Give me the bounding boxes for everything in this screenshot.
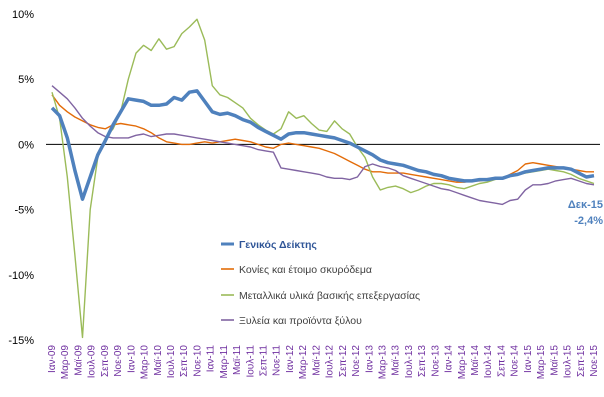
x-tick-label: Μαϊ-14 [470,345,481,376]
x-tick-label: Μαϊ-11 [232,345,243,375]
annotation-value: -2,4% [574,215,603,227]
x-tick-label: Μαϊ-15 [549,345,560,376]
x-tick-label: Σεπ-09 [100,345,111,377]
x-tick-label: Μαρ-09 [60,345,71,380]
series-line [51,85,595,206]
x-tick-label: Σεπ-15 [576,345,587,377]
x-tick-label: Σεπ-12 [338,345,349,377]
y-tick-label: -15% [8,335,34,347]
legend-label: Γενικός Δείκτης [239,239,317,251]
y-tick-label: -10% [8,270,34,282]
y-tick-label: 5% [18,74,34,86]
x-tick-label: Ιαν-11 [206,345,217,373]
legend-label: Ξυλεία και προϊόντα ξύλου [239,315,362,327]
x-tick-label: Μαϊ-13 [391,345,402,376]
y-tick-label: 10% [12,9,34,21]
x-tick-label: Σεπ-13 [417,345,428,377]
series-lines [50,18,595,339]
x-tick-label: Νοε-15 [589,345,600,377]
x-tick-label: Ιουλ-09 [87,345,98,379]
x-tick-label: Μαϊ-09 [73,345,84,376]
x-tick-label: Νοε-09 [113,345,124,377]
x-tick-label: Ιαν-14 [444,345,455,373]
x-tick-label: Ιουλ-15 [563,345,574,379]
x-tick-label: Ιουλ-12 [325,345,336,379]
series-line [51,94,594,183]
x-tick-label: Σεπ-14 [496,345,507,377]
x-tick-label: Νοε-14 [510,345,521,377]
x-tick-label: Μαϊ-12 [311,345,322,376]
x-tick-label: Ιουλ-11 [245,345,256,378]
x-tick-label: Ιουλ-14 [483,345,494,379]
x-tick-label: Μαϊ-10 [153,345,164,376]
x-tick-label: Σεπ-10 [179,345,190,377]
end-annotation: Δεκ-15 -2,4% [568,199,603,227]
x-tick-label: Ιαν-15 [523,345,534,373]
x-tick-label: Μαρ-15 [536,345,547,380]
legend-label: Μεταλλικά υλικά βασικής επεξεργασίας [239,290,420,302]
x-tick-label: Ιουλ-10 [166,345,177,379]
x-tick-label: Νοε-13 [430,345,441,377]
x-axis-labels: Ιαν-09 Μαρ-09 Μαϊ-09 Ιουλ-09 Σεπ-09 Νοε-09 Ιαν… [47,345,600,380]
x-tick-label: Ιαν-10 [126,345,137,373]
y-axis: 10% 5% 0% -5% -10% -15% [8,9,34,347]
y-tick-label: 0% [18,139,34,151]
x-tick-label: Νοε-12 [351,345,362,377]
x-tick-label: Μαρ-11 [219,345,230,379]
series-line [50,89,595,201]
x-tick-label: Μαρ-13 [377,345,388,380]
y-tick-label: -5% [14,205,34,217]
x-tick-label: Μαρ-14 [457,345,468,380]
x-tick-label: Ιαν-09 [47,345,58,373]
x-tick-label: Σεπ-11 [259,345,270,377]
x-tick-label: Νοε-11 [272,345,283,376]
x-tick-label: Ιαν-12 [285,345,296,373]
x-tick-label: Ιαν-13 [364,345,375,373]
x-tick-label: Μαρ-12 [298,345,309,380]
x-tick-label: Νοε-10 [192,345,203,377]
annotation-date: Δεκ-15 [568,199,603,211]
legend-label: Κονίες και έτοιμο σκυρόδεμα [239,264,372,276]
x-tick-label: Ιουλ-13 [404,345,415,379]
x-tick-label: Μαρ-10 [140,345,151,380]
legend: Γενικός Δείκτης Κονίες και έτοιμο σκυρόδε… [221,239,420,327]
